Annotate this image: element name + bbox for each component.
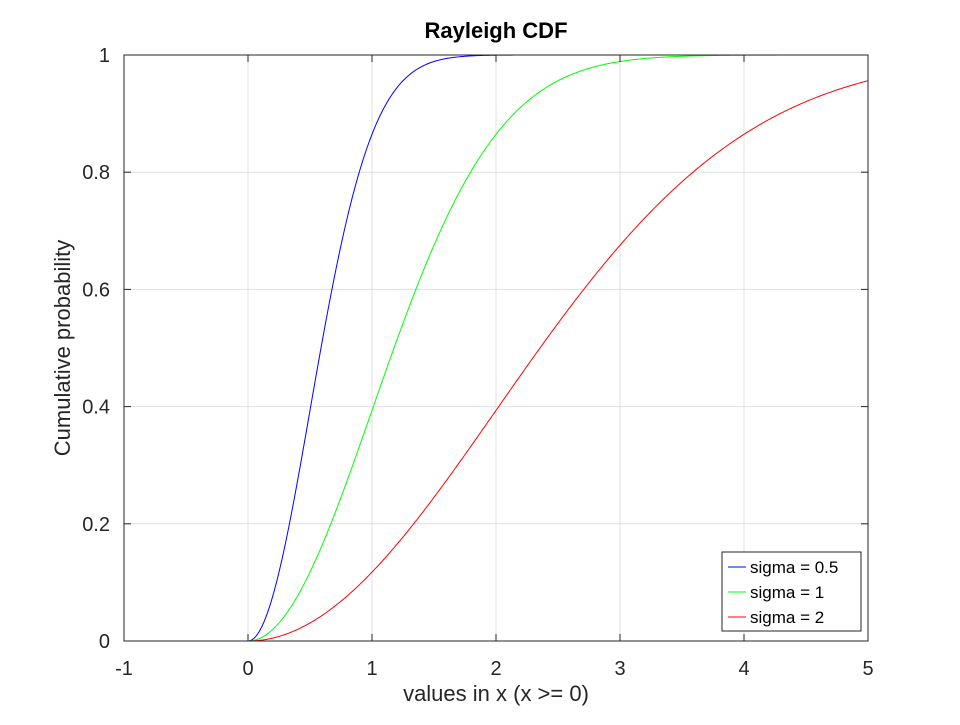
y-tick-label: 1 — [99, 45, 110, 67]
y-tick-label: 0 — [99, 631, 110, 653]
x-axis-label: values in x (x >= 0) — [403, 681, 589, 706]
x-tick-label: 3 — [614, 658, 625, 680]
x-tick-label: 2 — [490, 658, 501, 680]
x-tick-label: 4 — [738, 658, 749, 680]
y-tick-labels: 0 0.2 0.4 0.6 0.8 1 — [82, 45, 110, 653]
plot-area — [123, 54, 869, 642]
x-tick-label: 1 — [366, 658, 377, 680]
y-tick-label: 0.2 — [82, 514, 110, 536]
y-tick-label: 0.8 — [82, 162, 110, 184]
x-tick-label: 5 — [862, 658, 873, 680]
x-tick-labels: -1 0 1 2 3 4 5 — [115, 658, 873, 680]
legend-items: sigma = 0.5 sigma = 1 sigma = 2 — [728, 558, 838, 627]
x-tick-label: -1 — [115, 658, 133, 680]
tick-marks — [123, 54, 869, 642]
y-tick-label: 0.6 — [82, 279, 110, 301]
chart-title: Rayleigh CDF — [424, 18, 567, 43]
legend: sigma = 0.5 sigma = 1 sigma = 2 — [721, 551, 862, 632]
y-tick-label: 0.4 — [82, 397, 110, 419]
legend-label: sigma = 0.5 — [750, 558, 838, 577]
y-axis-label: Cumulative probability — [50, 240, 75, 456]
legend-label: sigma = 1 — [750, 583, 824, 602]
x-tick-label: 0 — [242, 658, 253, 680]
legend-label: sigma = 2 — [750, 608, 824, 627]
